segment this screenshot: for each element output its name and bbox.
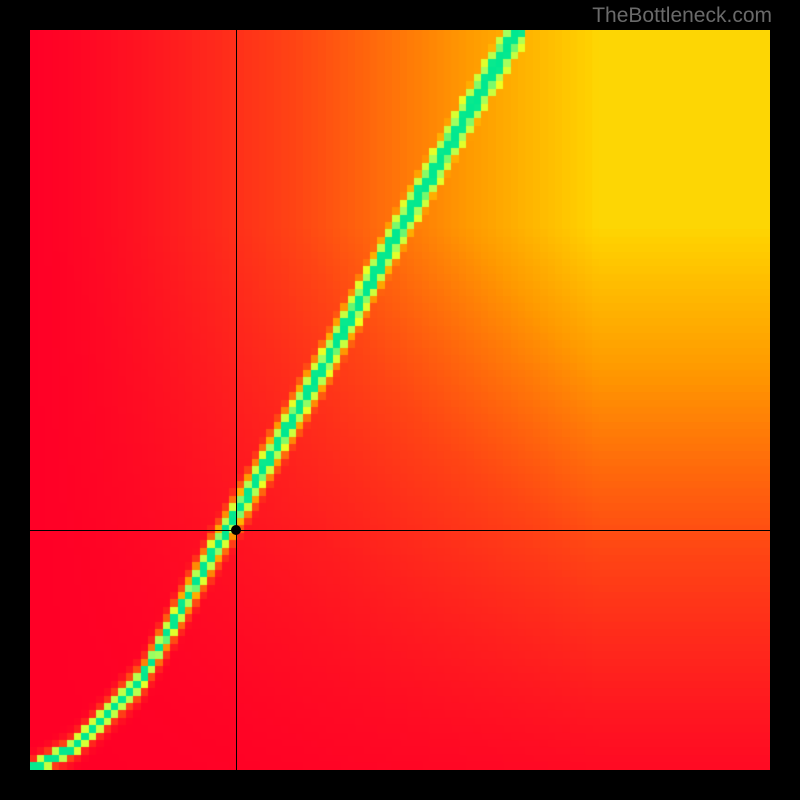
crosshair-vertical — [236, 30, 237, 770]
heatmap-canvas — [30, 30, 770, 770]
crosshair-horizontal — [30, 530, 770, 531]
watermark-text: TheBottleneck.com — [592, 4, 772, 28]
chart-container: TheBottleneck.com — [0, 0, 800, 800]
crosshair-marker — [231, 525, 241, 535]
plot-area — [30, 30, 770, 770]
